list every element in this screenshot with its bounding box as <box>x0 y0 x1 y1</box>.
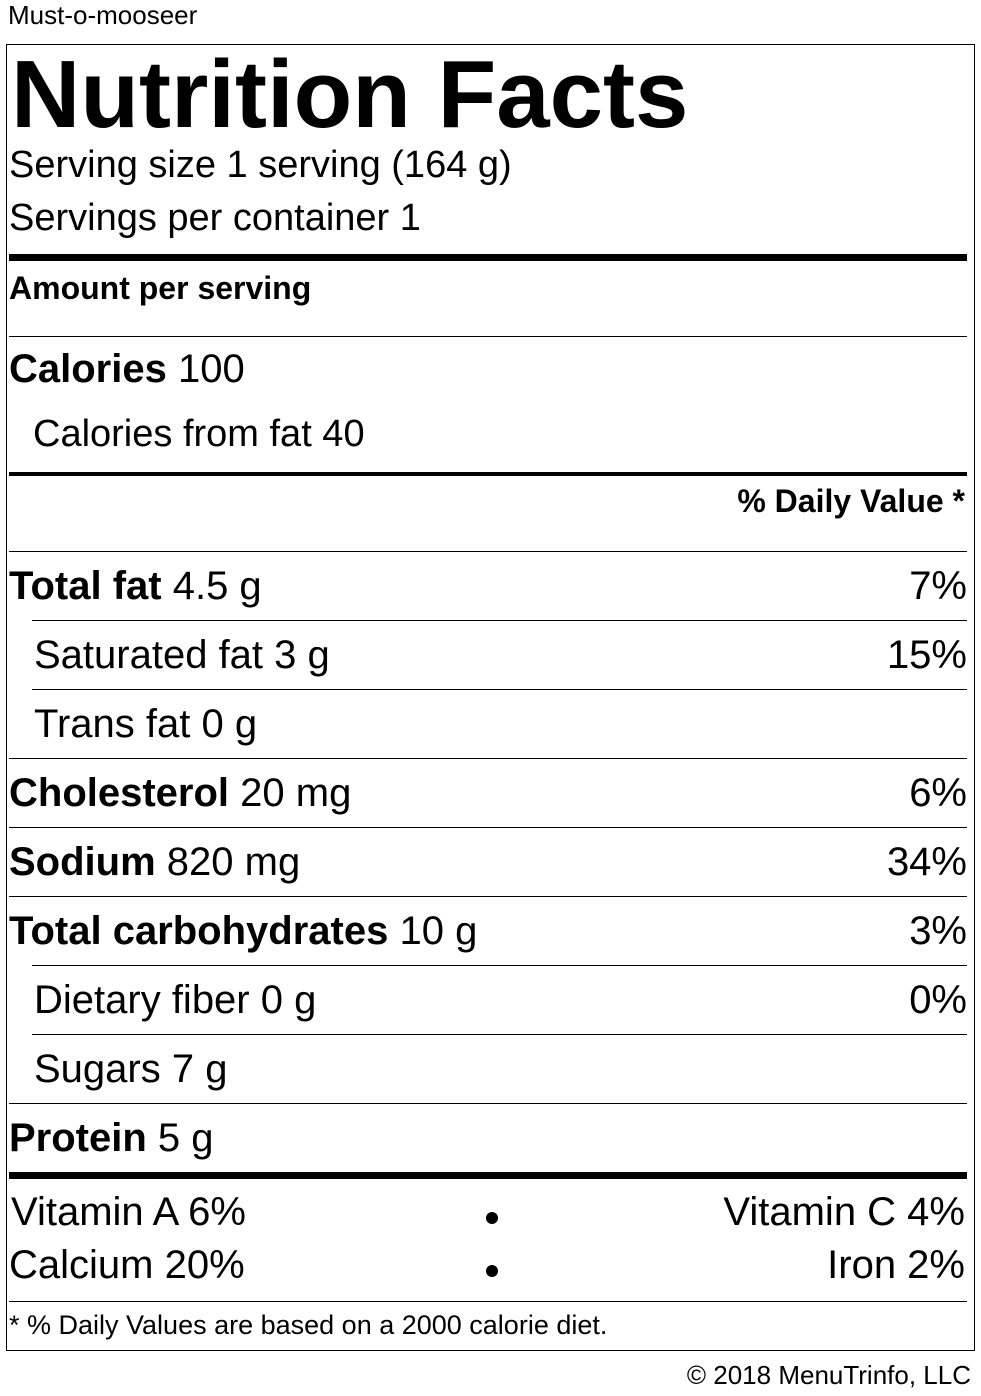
daily-value-header: % Daily Value * <box>737 483 965 519</box>
label-title: Nutrition Facts <box>11 41 689 148</box>
divider <box>32 620 967 621</box>
thick-divider-top <box>9 254 967 261</box>
nutrient-label: Saturated fat <box>34 633 264 677</box>
serving-size: Serving size 1 serving (164 g) <box>9 144 512 186</box>
nutrient-row-sugars: Sugars 7 g <box>9 1035 967 1103</box>
divider <box>32 965 967 966</box>
nutrient-amount: 0 g <box>260 978 317 1022</box>
calories-line: Calories 100 <box>9 345 245 393</box>
nutrient-row-total-fat: Total fat 4.5 g 7% <box>9 552 967 620</box>
nutrient-label: Total carbohydrates <box>9 909 389 953</box>
nutrient-amount: 0 g <box>201 702 258 746</box>
nutrient-label: Dietary fiber <box>34 978 250 1022</box>
nutrient-label: Total fat <box>9 564 162 608</box>
servings-per-container: Servings per container 1 <box>9 197 421 239</box>
nutrient-amount: 10 g <box>399 909 478 953</box>
iron: Iron 2% <box>827 1243 965 1287</box>
nutrient-row-protein: Protein 5 g <box>9 1104 967 1172</box>
calories-from-fat: Calories from fat 40 <box>33 413 365 455</box>
nutrient-dv: 3% <box>909 909 967 953</box>
nutrient-amount: 820 mg <box>166 840 301 884</box>
divider <box>9 1301 967 1302</box>
footnote: * % Daily Values are based on a 2000 cal… <box>9 1310 608 1340</box>
calories-label: Calories <box>9 347 167 391</box>
calcium: Calcium 20% <box>9 1243 245 1287</box>
nutrient-row-cholesterol: Cholesterol 20 mg 6% <box>9 759 967 827</box>
nutrient-row-saturated-fat: Saturated fat 3 g 15% <box>9 621 967 689</box>
divider <box>9 551 967 552</box>
nutrient-amount: 3 g <box>274 633 330 677</box>
nutrient-amount: 4.5 g <box>172 564 262 608</box>
vitamin-c: Vitamin C 4% <box>723 1190 965 1234</box>
nutrient-row-dietary-fiber: Dietary fiber 0 g 0% <box>9 966 967 1034</box>
nutrient-label: Protein <box>9 1116 147 1160</box>
divider <box>32 1034 967 1035</box>
nutrient-row-trans-fat: Trans fat 0 g <box>9 690 967 758</box>
divider <box>9 896 967 897</box>
nutrient-label: Sodium <box>9 840 156 884</box>
divider <box>9 336 967 337</box>
nutrient-row-sodium: Sodium 820 mg 34% <box>9 828 967 896</box>
nutrient-dv: 7% <box>909 564 967 608</box>
recipe-name: Must-o-mooseer <box>8 0 198 30</box>
divider <box>9 758 967 759</box>
copyright: © 2018 MenuTrinfo, LLC <box>686 1360 971 1390</box>
nutrition-label: Nutrition Facts Serving size 1 serving (… <box>6 44 975 1351</box>
bullet-icon <box>486 1265 498 1277</box>
nutrient-amount: 7 g <box>171 1047 228 1091</box>
thick-divider-bottom <box>9 1172 967 1179</box>
nutrient-amount: 5 g <box>157 1116 214 1160</box>
medium-divider <box>9 472 967 476</box>
nutrient-dv: 6% <box>909 771 967 815</box>
nutrient-row-total-carbohydrates: Total carbohydrates 10 g 3% <box>9 897 967 965</box>
nutrient-label: Cholesterol <box>9 771 230 815</box>
nutrient-label: Trans fat <box>34 702 191 746</box>
nutrient-amount: 20 mg <box>240 771 352 815</box>
divider <box>9 1103 967 1104</box>
divider <box>9 827 967 828</box>
calories-value: 100 <box>177 347 245 391</box>
bullet-icon <box>486 1212 498 1224</box>
nutrient-dv: 34% <box>886 840 967 884</box>
vitamin-a: Vitamin A 6% <box>11 1190 246 1234</box>
nutrient-dv: 15% <box>886 633 967 677</box>
divider <box>32 689 967 690</box>
nutrient-label: Sugars <box>34 1047 161 1091</box>
nutrient-dv: 0% <box>909 978 967 1022</box>
amount-per-serving: Amount per serving <box>9 270 312 306</box>
